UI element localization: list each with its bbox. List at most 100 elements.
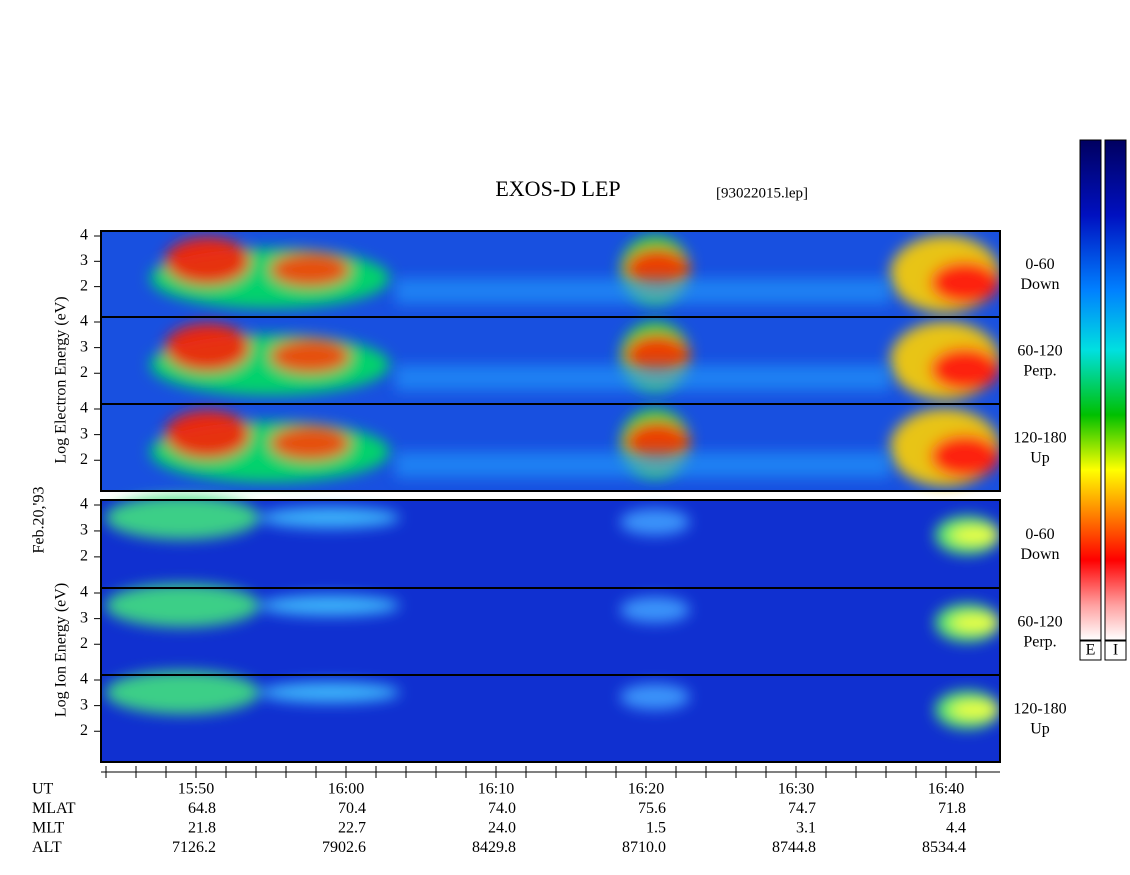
intensity-region [105, 583, 260, 628]
y-tick-label: 2 [80, 722, 88, 739]
colorbar [1104, 139, 1127, 641]
panel-frame [100, 674, 1001, 763]
intensity-region [930, 347, 1000, 391]
intensity-region [270, 252, 350, 287]
intensity-region [930, 261, 1000, 305]
time-axis-value: 8534.4 [922, 839, 966, 856]
time-axis-value: 3.1 [796, 820, 816, 837]
angle-label: 120-180 [1013, 700, 1066, 717]
intensity-region [270, 425, 350, 461]
y-tick-label: 4 [80, 227, 88, 244]
y-tick-label: 4 [80, 584, 88, 601]
colorbar-box [1104, 640, 1127, 661]
colorbar-label: I [1113, 642, 1118, 659]
y-tick-label: 3 [80, 425, 88, 442]
intensity-region [260, 681, 400, 703]
direction-label: Perp. [1023, 362, 1056, 379]
intensity-region [950, 614, 1000, 632]
time-axis-value: 16:00 [328, 781, 364, 798]
panel-texture [105, 495, 1000, 555]
time-axis-value: 1.5 [646, 820, 666, 837]
file-name: [93022015.lep] [716, 185, 808, 201]
time-axis-value: 4.4 [946, 820, 966, 837]
intensity-region [165, 410, 250, 459]
colorbar-label: E [1086, 642, 1096, 659]
time-axis-value: 8744.8 [772, 839, 816, 856]
intensity-region [270, 338, 350, 374]
time-axis-value: 8429.8 [472, 839, 516, 856]
intensity-region [620, 508, 690, 536]
time-axis-row-label: MLAT [32, 800, 76, 817]
y-tick-label: 2 [80, 635, 88, 652]
angle-label: 0-60 [1025, 526, 1054, 543]
colorbar [1079, 139, 1102, 641]
panel-texture [150, 408, 1000, 487]
time-axis-value: 7902.6 [322, 839, 366, 856]
direction-label: Down [1020, 546, 1059, 563]
time-axis-row-label: MLT [32, 820, 65, 837]
intensity-region [165, 323, 250, 372]
direction-label: Up [1030, 720, 1050, 737]
time-axis-value: 70.4 [338, 800, 366, 817]
intensity-band [395, 451, 890, 478]
time-axis-value: 16:20 [628, 781, 664, 798]
time-axis-value: 8710.0 [622, 839, 666, 856]
ion-axis-label: Log Ion Energy (eV) [53, 583, 70, 717]
time-axis-value: 64.8 [188, 800, 216, 817]
y-tick-label: 3 [80, 252, 88, 269]
intensity-region [165, 237, 250, 286]
y-tick-label: 3 [80, 522, 88, 539]
intensity-region [620, 683, 690, 710]
time-axis-value: 16:30 [778, 781, 814, 798]
panel-texture [150, 321, 1000, 400]
intensity-region [105, 495, 260, 540]
time-axis-row-label: UT [32, 781, 54, 798]
y-tick-label: 4 [80, 496, 88, 513]
time-axis-row-label: ALT [32, 839, 62, 856]
time-axis-value: 21.8 [188, 820, 216, 837]
frames [94, 230, 1001, 763]
direction-label: Perp. [1023, 633, 1056, 650]
y-tick-label: 2 [80, 451, 88, 468]
intensity-region [105, 670, 260, 715]
direction-label: Up [1030, 449, 1050, 466]
electron-axis-label: Log Electron Energy (eV) [53, 296, 70, 463]
colorbar-box [1079, 640, 1102, 661]
time-axis-value: 7126.2 [172, 839, 216, 856]
angle-label: 120-180 [1013, 429, 1066, 446]
title: EXOS-D LEP [495, 176, 620, 201]
y-tick-label: 4 [80, 671, 88, 688]
time-axis-value: 74.7 [788, 800, 816, 817]
intensity-band [395, 364, 890, 391]
intensity-region [260, 594, 400, 616]
intensity-region [930, 434, 1000, 478]
time-axis-value: 15:50 [178, 781, 214, 798]
y-tick-label: 4 [80, 313, 88, 330]
time-axis-value: 22.7 [338, 820, 366, 837]
y-tick-label: 3 [80, 609, 88, 626]
panel-frame [100, 403, 1001, 492]
angle-label: 60-120 [1017, 342, 1062, 359]
panel-texture [105, 670, 1000, 729]
intensity-band [395, 278, 890, 305]
y-tick-label: 2 [80, 364, 88, 381]
y-tick-label: 2 [80, 548, 88, 565]
y-tick-label: 2 [80, 277, 88, 294]
time-axis-value: 24.0 [488, 820, 516, 837]
time-axis-value: 74.0 [488, 800, 516, 817]
time-axis-value: 75.6 [638, 800, 666, 817]
time-axis-value: 16:40 [928, 781, 964, 798]
time-axis-value: 16:10 [478, 781, 514, 798]
intensity-region [260, 507, 400, 529]
intensity-region [950, 701, 1000, 719]
y-tick-label: 3 [80, 696, 88, 713]
spectrogram-area [101, 231, 1000, 762]
angle-label: 0-60 [1025, 256, 1054, 273]
y-tick-label: 3 [80, 338, 88, 355]
date-label: Feb.20,'93 [31, 487, 48, 554]
y-tick-label: 4 [80, 400, 88, 417]
intensity-region [950, 526, 1000, 544]
angle-label: 60-120 [1017, 613, 1062, 630]
direction-label: Down [1020, 276, 1059, 293]
